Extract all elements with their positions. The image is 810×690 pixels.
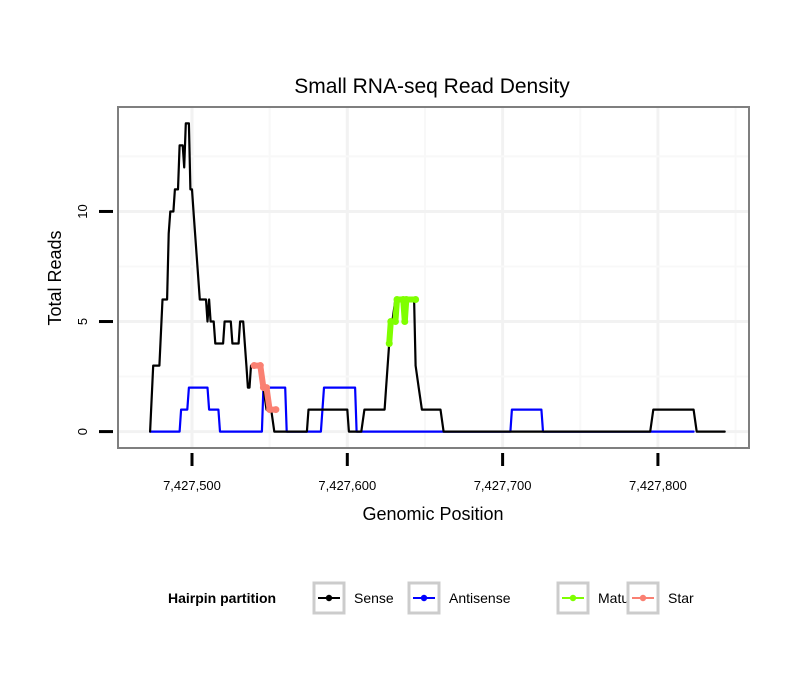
point-mature [402, 296, 410, 304]
series-layer [149, 122, 726, 433]
legend-title: Hairpin partition [168, 590, 276, 606]
legend-key-point-mature [569, 594, 577, 602]
series-line-antisense [149, 386, 695, 433]
legend: Hairpin partition Sense Antisense Mature St… [168, 581, 694, 615]
chart-title: Small RNA-seq Read Density [294, 75, 570, 98]
x-axis: 7,427,500 7,427,600 7,427,700 7,427,800 [163, 453, 687, 493]
legend-key-point-antisense [420, 594, 428, 602]
y-tick-label: 0 [75, 428, 90, 435]
point-star [266, 406, 274, 414]
x-axis-title: Genomic Position [362, 504, 503, 524]
point-mature [401, 318, 409, 326]
x-tick-label: 7,427,600 [318, 478, 376, 493]
series-line-sense [149, 122, 726, 433]
legend-label-sense: Sense [354, 590, 394, 606]
legend-key-point-sense [325, 594, 333, 602]
point-star [272, 406, 280, 414]
point-mature [393, 296, 401, 304]
y-tick-label: 10 [75, 204, 90, 218]
plot-panel-border [117, 106, 750, 449]
legend-label-star: Star [668, 590, 694, 606]
point-mature [412, 296, 420, 304]
x-tick-label: 7,427,500 [163, 478, 221, 493]
y-axis: 0 5 10 [75, 204, 113, 435]
point-mature [385, 340, 393, 348]
point-star [250, 362, 258, 370]
point-mature [391, 318, 399, 326]
point-star [256, 362, 264, 370]
x-tick-label: 7,427,800 [629, 478, 687, 493]
legend-key-point-star [639, 594, 647, 602]
gridlines [119, 108, 748, 447]
y-tick-label: 5 [75, 318, 90, 325]
point-star [263, 384, 271, 392]
x-tick-label: 7,427,700 [474, 478, 532, 493]
legend-label-antisense: Antisense [449, 590, 511, 606]
y-axis-title: Total Reads [45, 230, 65, 325]
